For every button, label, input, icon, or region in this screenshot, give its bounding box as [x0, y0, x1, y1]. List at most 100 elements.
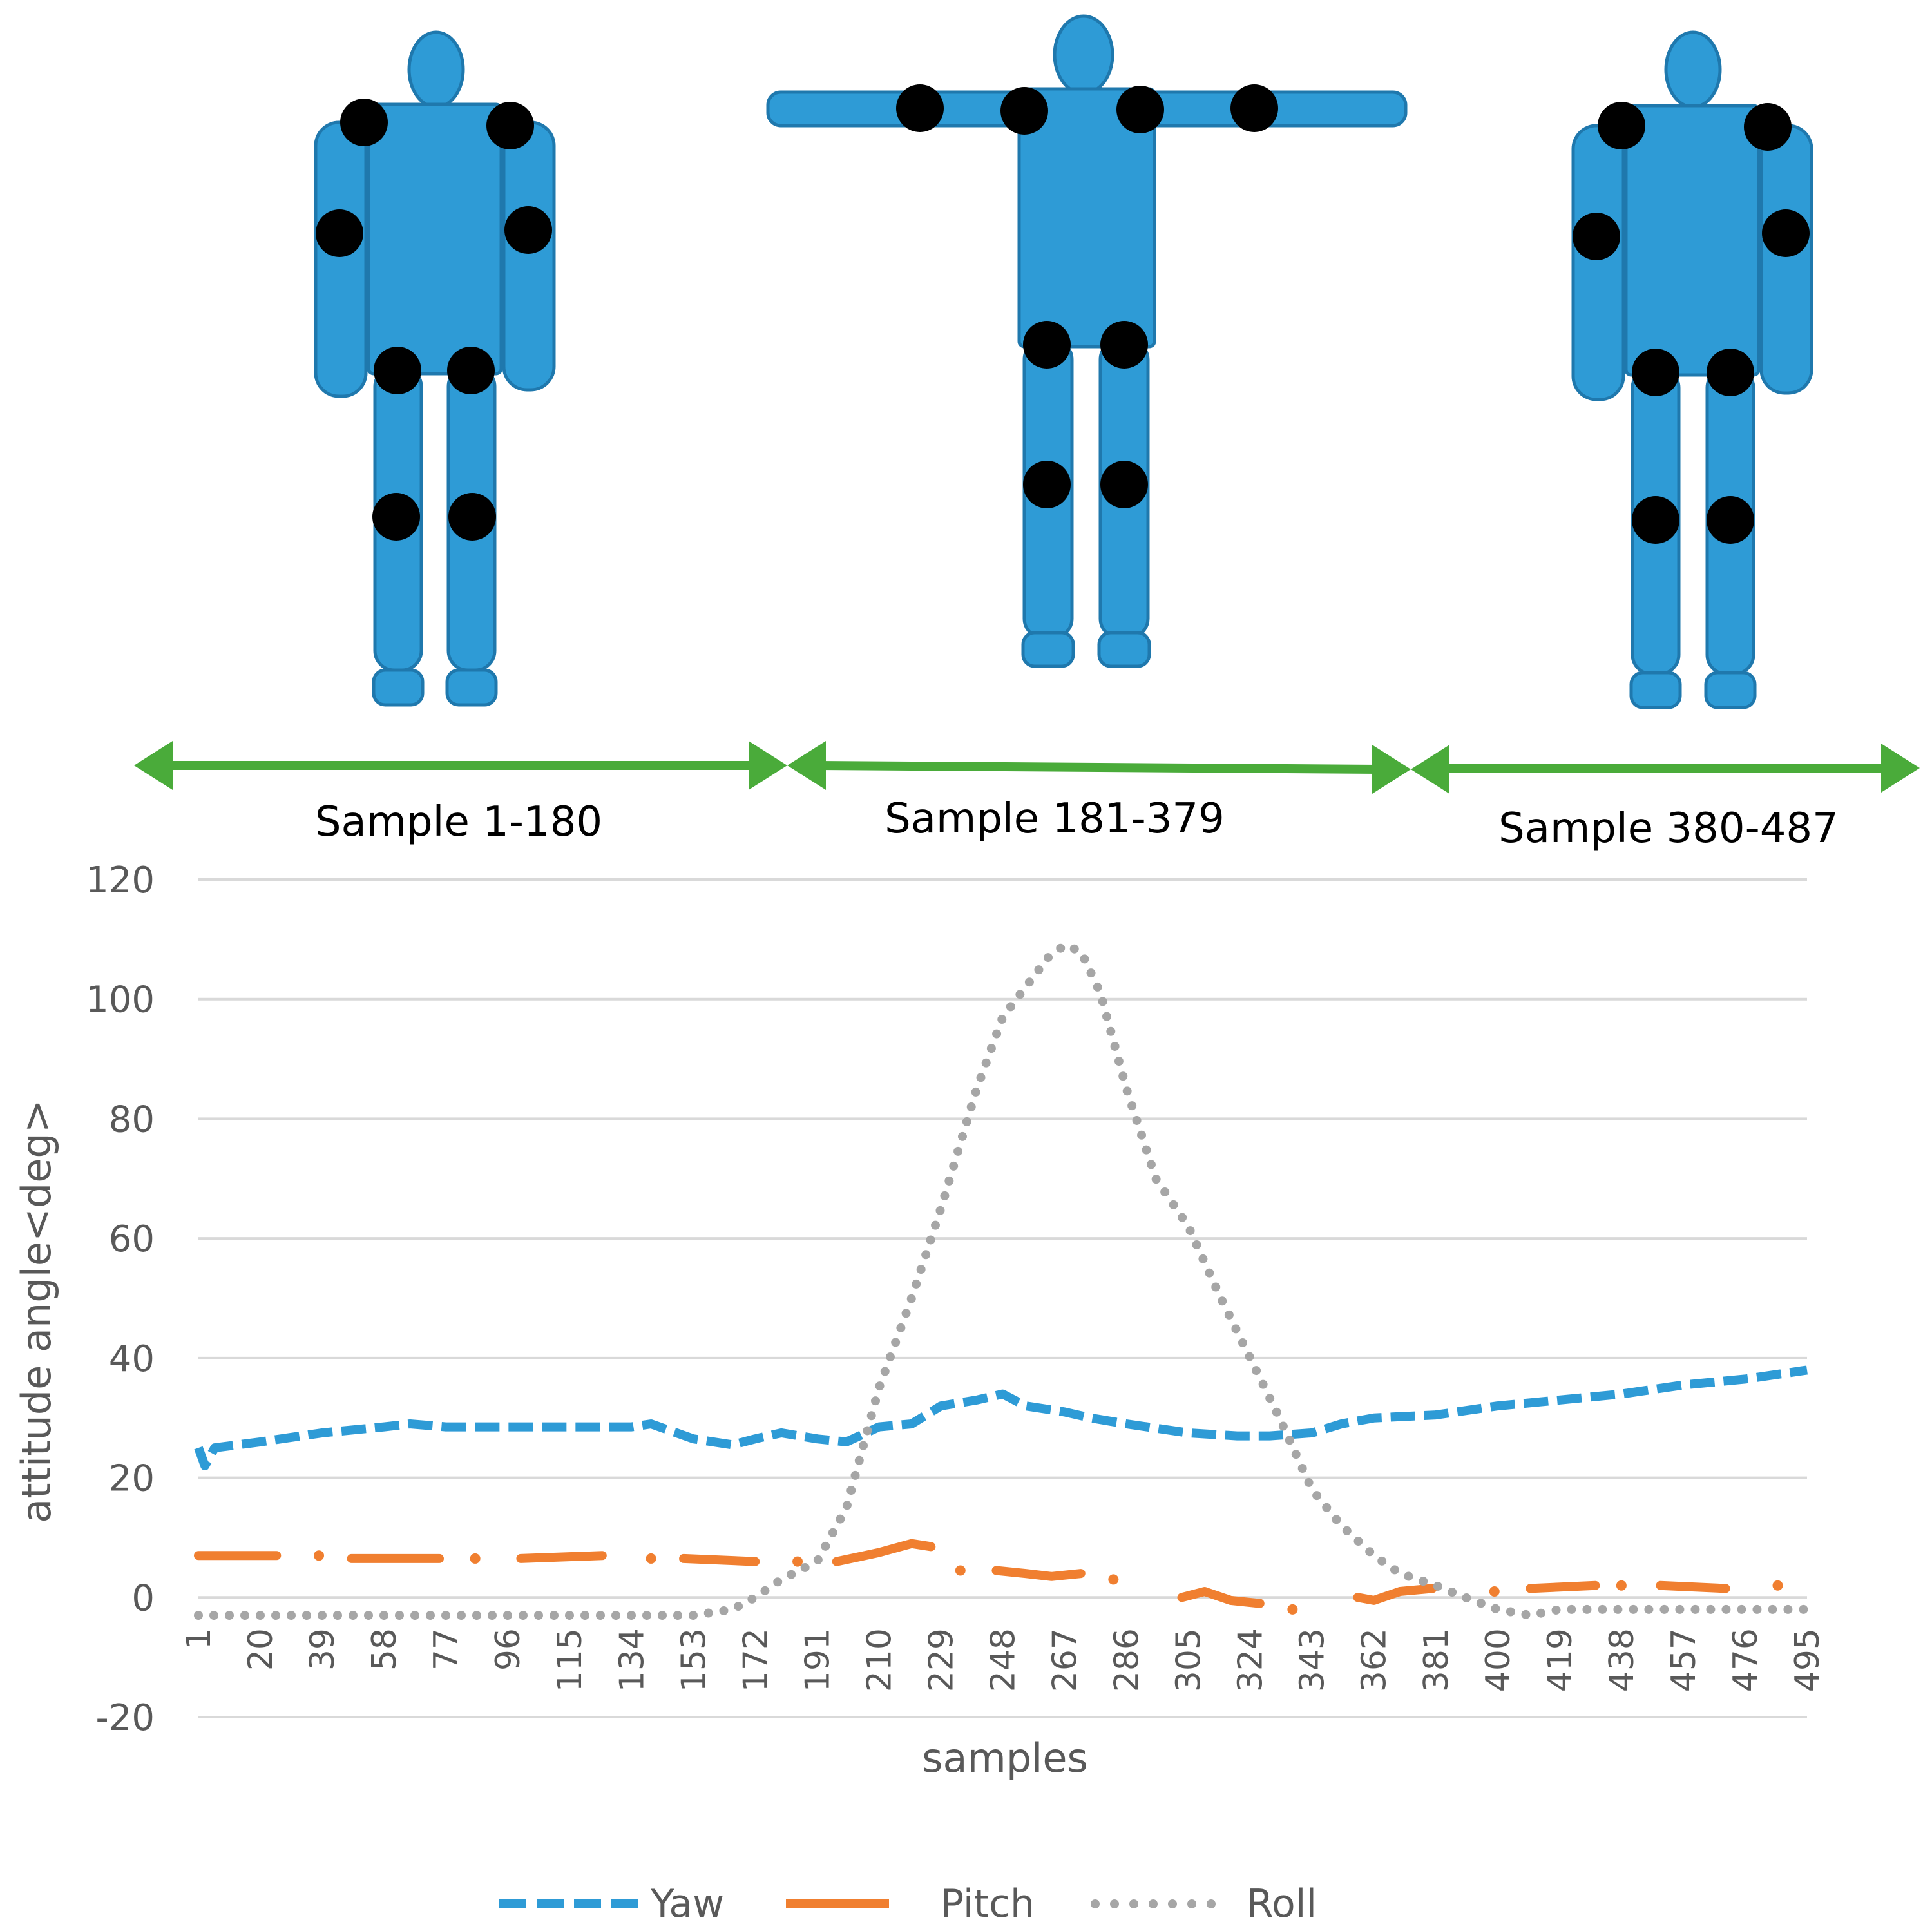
- segment-label-3: Sample 380-487: [1498, 805, 1839, 852]
- gridlines: [198, 878, 1807, 1718]
- sensor-joint: [1100, 461, 1148, 508]
- legend-pitch-label: Pitch: [941, 1881, 1035, 1926]
- sensor-joints-right: [1573, 102, 1810, 544]
- series-line: [679, 1553, 760, 1566]
- legend: Yaw Pitch Roll: [499, 1881, 1317, 1926]
- sensor-joint: [1023, 321, 1071, 369]
- series-pitch: [194, 1539, 1783, 1615]
- sensor-joint: [1023, 461, 1071, 508]
- x-tick-label: 400: [1479, 1628, 1518, 1692]
- x-tick-label: 210: [860, 1628, 899, 1692]
- segment-arrow-3-head-right: [1881, 744, 1920, 793]
- x-tick-label: 191: [798, 1628, 837, 1692]
- x-tick-label: 343: [1294, 1628, 1332, 1692]
- segment-arrow-2-shaft: [818, 761, 1379, 774]
- series-yaw: [194, 1365, 1808, 1470]
- right-foot: [1097, 631, 1151, 668]
- sensor-joint: [896, 84, 944, 132]
- x-tick-label: 286: [1108, 1628, 1147, 1692]
- y-tick-label: 120: [86, 860, 155, 901]
- x-tick-label: 305: [1170, 1628, 1209, 1692]
- left-arm: [314, 120, 368, 398]
- torso: [367, 102, 503, 376]
- sensor-joint: [1116, 86, 1164, 133]
- x-tick-label: 39: [303, 1628, 342, 1671]
- series-point: [1489, 1586, 1500, 1597]
- sensor-joint: [1100, 321, 1148, 369]
- x-tick-label: 324: [1232, 1628, 1270, 1692]
- head: [407, 30, 465, 109]
- head: [1664, 30, 1722, 109]
- torso: [1017, 87, 1156, 349]
- sensor-joint: [1762, 209, 1810, 257]
- series-point: [646, 1553, 656, 1564]
- right-foot: [1704, 671, 1757, 709]
- series-line: [832, 1539, 936, 1566]
- x-tick-label: 381: [1417, 1628, 1456, 1692]
- sensor-joint: [316, 209, 363, 257]
- sensor-joint: [1707, 496, 1754, 544]
- sensor-joint: [372, 493, 420, 541]
- y-axis-title: attitude angle<deg>: [13, 1099, 60, 1523]
- segment-arrow-2-head-left: [787, 741, 826, 790]
- series-line: [516, 1551, 607, 1563]
- x-tick-label: 267: [1046, 1628, 1085, 1692]
- right-arm: [1759, 124, 1813, 395]
- x-tick-label: 96: [489, 1628, 528, 1671]
- sensor-joint: [486, 102, 534, 149]
- series-line: [1177, 1587, 1265, 1608]
- sensor-joint: [1000, 87, 1048, 135]
- sensor-joint: [1707, 349, 1754, 396]
- series-point: [955, 1565, 966, 1576]
- series-point: [1108, 1574, 1119, 1585]
- right-arm: [502, 120, 556, 392]
- sensor-joint: [1598, 102, 1645, 149]
- sensor-joints-middle: [896, 84, 1278, 508]
- head: [1053, 14, 1114, 95]
- pose-figure-arms-down-left: [314, 30, 556, 707]
- x-tick-label: 153: [674, 1628, 713, 1692]
- series-roll: [194, 941, 1812, 1620]
- sensor-joint: [1230, 84, 1278, 132]
- x-tick-label: 134: [613, 1628, 651, 1692]
- series-point: [470, 1553, 481, 1564]
- series-line: [1353, 1584, 1437, 1605]
- series-point: [1616, 1580, 1627, 1591]
- x-tick-label: 362: [1355, 1628, 1394, 1692]
- torso: [1624, 104, 1761, 377]
- x-tick-label: 58: [365, 1628, 404, 1671]
- y-tick-label: 60: [109, 1218, 155, 1260]
- sensor-joint: [1632, 349, 1679, 396]
- segment-arrow-1-head-right: [749, 741, 787, 790]
- sensor-joint: [1573, 213, 1620, 260]
- x-tick-label: 77: [427, 1628, 466, 1671]
- series-line: [194, 941, 1812, 1620]
- legend-roll-label: Roll: [1247, 1881, 1317, 1926]
- sensor-joint: [447, 347, 495, 394]
- series-point: [1772, 1580, 1783, 1591]
- segment-arrow-2-head-right: [1372, 745, 1411, 794]
- legend-yaw-label: Yaw: [650, 1881, 724, 1926]
- segment-arrows: [134, 741, 1920, 794]
- y-tick-label: -20: [96, 1697, 155, 1739]
- y-tick-label: 40: [109, 1338, 155, 1380]
- segment-arrow-3-head-left: [1411, 745, 1449, 794]
- series-line: [1656, 1580, 1730, 1593]
- y-tick-label: 20: [109, 1458, 155, 1500]
- sensor-joint: [1744, 103, 1792, 151]
- x-tick-label: 476: [1726, 1628, 1765, 1692]
- pose-figure-arms-out-middle: [766, 14, 1408, 668]
- sensor-joint: [1632, 496, 1679, 544]
- y-tick-label: 80: [109, 1099, 155, 1140]
- x-tick-label: 248: [984, 1628, 1023, 1692]
- x-axis-title: samples: [922, 1734, 1088, 1782]
- x-tick-label: 1: [180, 1628, 218, 1649]
- x-tick-label: 419: [1541, 1628, 1580, 1692]
- y-tick-labels: 120 100 80 60 40 20 0 -20: [86, 860, 155, 1739]
- segment-arrow-1-head-left: [134, 741, 173, 790]
- right-foot: [445, 668, 498, 707]
- data-series: [194, 941, 1812, 1620]
- x-tick-label: 115: [551, 1628, 589, 1692]
- x-tick-labels: 1 20 39 58 77 96 115 134 153 172 191 210 229 248 267 28…: [180, 1628, 1827, 1692]
